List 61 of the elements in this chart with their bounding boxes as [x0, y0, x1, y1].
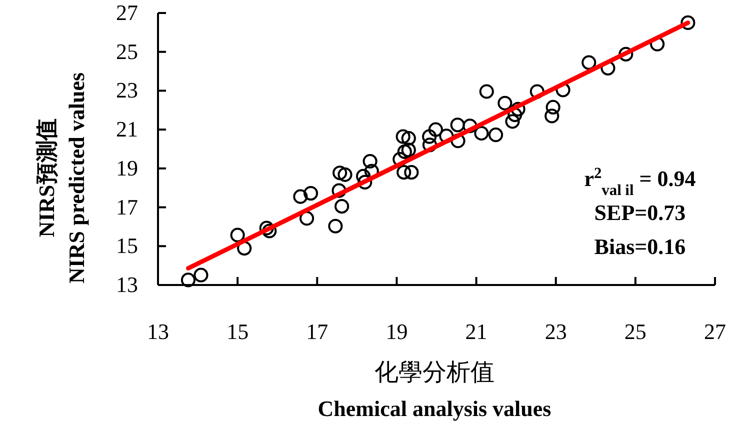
y-tick-label: 15: [116, 233, 138, 258]
point: [428, 122, 444, 137]
point: [293, 189, 308, 204]
point: [332, 166, 348, 180]
point: [338, 167, 352, 182]
x-tick-label: 21: [465, 319, 488, 344]
y-tick-label: 19: [116, 155, 138, 180]
point: [334, 199, 350, 214]
point: [328, 218, 343, 234]
point: [401, 142, 416, 158]
y-tick-label: 23: [116, 78, 138, 103]
point: [396, 165, 412, 180]
x-tick-label: 13: [147, 319, 169, 344]
point: [422, 129, 437, 144]
point: [422, 138, 438, 152]
point: [450, 118, 465, 132]
point: [230, 228, 245, 242]
point: [618, 46, 634, 62]
x-tick-label: 17: [306, 319, 328, 344]
point: [303, 186, 318, 201]
x-tick-label: 15: [226, 319, 249, 344]
point: [680, 15, 696, 30]
point: [505, 114, 520, 129]
x-tick-label: 23: [544, 319, 567, 344]
point: [462, 118, 478, 134]
point: [396, 129, 410, 144]
x-tick-label: 19: [386, 319, 408, 344]
point: [194, 268, 208, 282]
point: [530, 84, 544, 99]
x-axis-title: 化學分析值 Chemical analysis values: [318, 360, 552, 421]
point: [450, 134, 466, 148]
point: [259, 220, 274, 236]
point: [332, 183, 346, 198]
x-tick-label: 27: [704, 319, 726, 344]
point: [474, 126, 489, 141]
point: [262, 224, 277, 238]
point: [404, 165, 419, 180]
point: [488, 128, 504, 142]
y-tick-label: 21: [116, 116, 138, 142]
y-tick-label: 17: [116, 194, 138, 220]
annotation: SEP=0.73: [594, 200, 686, 225]
annotation: r$^{2}$$_{val il}$ = 0.94: [584, 164, 696, 198]
x-tick-label: 25: [624, 319, 646, 344]
point: [401, 131, 416, 146]
point: [358, 174, 372, 190]
annotation: Bias=0.16: [594, 234, 686, 259]
point: [498, 96, 512, 110]
y-tick-label: 13: [116, 272, 138, 297]
point: [582, 55, 596, 70]
y-axis-title: NIRS預測值 NIRS predicted values: [34, 72, 89, 284]
y-tick-label: 25: [116, 38, 138, 64]
point: [479, 84, 494, 99]
point: [237, 240, 252, 256]
point: [300, 211, 314, 226]
point: [546, 100, 560, 115]
point: [362, 154, 378, 169]
point: [397, 144, 412, 160]
y-tick-label: 27: [116, 0, 138, 25]
point: [180, 272, 196, 288]
point: [544, 108, 560, 124]
point: [510, 102, 526, 116]
